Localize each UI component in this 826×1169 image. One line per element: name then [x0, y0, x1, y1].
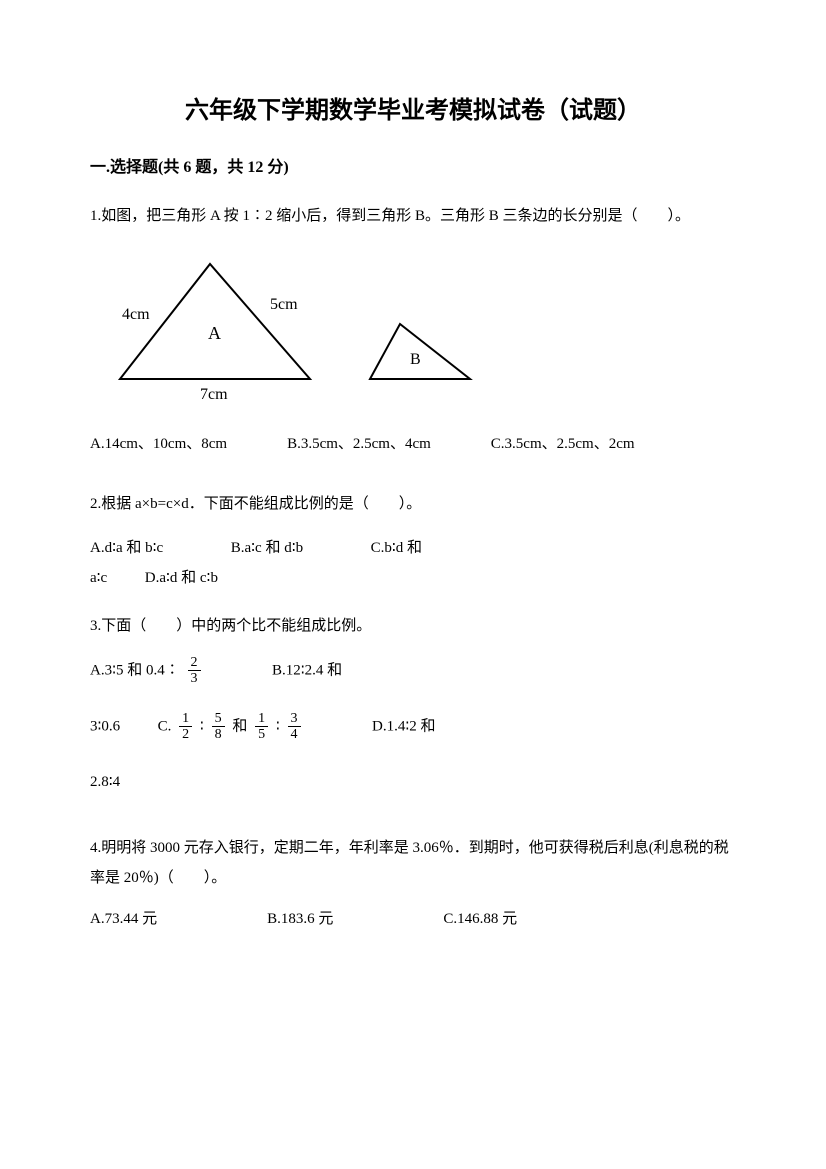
svg-text:B: B [410, 351, 421, 368]
q4-options: A.73.44 元 B.183.6 元 C.146.88 元 [90, 907, 736, 928]
q3-options: A.3∶5 和 0.4∶ 2 3 B.12∶2.4 和 3∶0.6 C. 1 2… [90, 655, 736, 797]
q3-text: 3.下面（ ）中的两个比不能组成比例。 [90, 611, 736, 641]
q3-option-c-label: C. [158, 718, 172, 734]
q2-text: 2.根据 a×b=c×d．下面不能组成比例的是（ ）。 [90, 489, 736, 519]
q4-option-a: A.73.44 元 [90, 907, 157, 928]
q2-options: A.d∶a 和 b∶c B.a∶c 和 d∶b C.b∶d 和 a∶c D.a∶… [90, 533, 736, 593]
q1-option-b: B.3.5cm、2.5cm、4cm [287, 432, 431, 453]
and-text: 和 [232, 718, 247, 734]
q2-option-d: D.a∶d 和 c∶b [145, 570, 218, 586]
fraction-icon: 1 5 [255, 711, 268, 743]
q2-option-c2: a∶c [90, 570, 107, 586]
q4-option-c: C.146.88 元 [443, 907, 517, 928]
q1-option-a: A.14cm、10cm、8cm [90, 432, 227, 453]
q3-row2-prefix: 3∶0.6 [90, 718, 120, 734]
svg-text:5cm: 5cm [270, 296, 298, 313]
fraction-icon: 2 3 [188, 655, 201, 687]
fraction-icon: 5 8 [212, 711, 225, 743]
page-title: 六年级下学期数学毕业考模拟试卷（试题） [90, 90, 736, 125]
q4-option-b: B.183.6 元 [267, 907, 333, 928]
colon-symbol: ∶ [200, 718, 204, 734]
q2-option-a: A.d∶a 和 b∶c [90, 540, 163, 556]
q3-option-d: D.1.4∶2 和 [372, 718, 436, 734]
fraction-icon: 1 2 [179, 711, 192, 743]
q2-option-c: C.b∶d 和 [371, 540, 422, 556]
svg-text:7cm: 7cm [200, 386, 228, 403]
q3-option-b: B.12∶2.4 和 [272, 662, 342, 678]
q1-options: A.14cm、10cm、8cm B.3.5cm、2.5cm、4cm C.3.5c… [90, 432, 736, 453]
section-header: 一.选择题(共 6 题，共 12 分) [90, 153, 736, 177]
q1-text: 1.如图，把三角形 A 按 1∶2 缩小后，得到三角形 B。三角形 B 三条边的… [90, 201, 736, 231]
q3-row3: 2.8∶4 [90, 767, 736, 797]
q1-diagram: 4cm 5cm 7cm A B [100, 249, 736, 414]
q4-text: 4.明明将 3000 元存入银行，定期二年，年利率是 3.06％．到期时，他可获… [90, 833, 736, 893]
svg-text:A: A [208, 323, 221, 343]
q1-option-c: C.3.5cm、2.5cm、2cm [491, 432, 635, 453]
fraction-icon: 3 4 [288, 711, 301, 743]
q2-option-b: B.a∶c 和 d∶b [231, 540, 303, 556]
colon-symbol: ∶ [276, 718, 280, 734]
q3-option-a-prefix: A.3∶5 和 0.4∶ [90, 662, 180, 678]
svg-text:4cm: 4cm [122, 306, 150, 323]
